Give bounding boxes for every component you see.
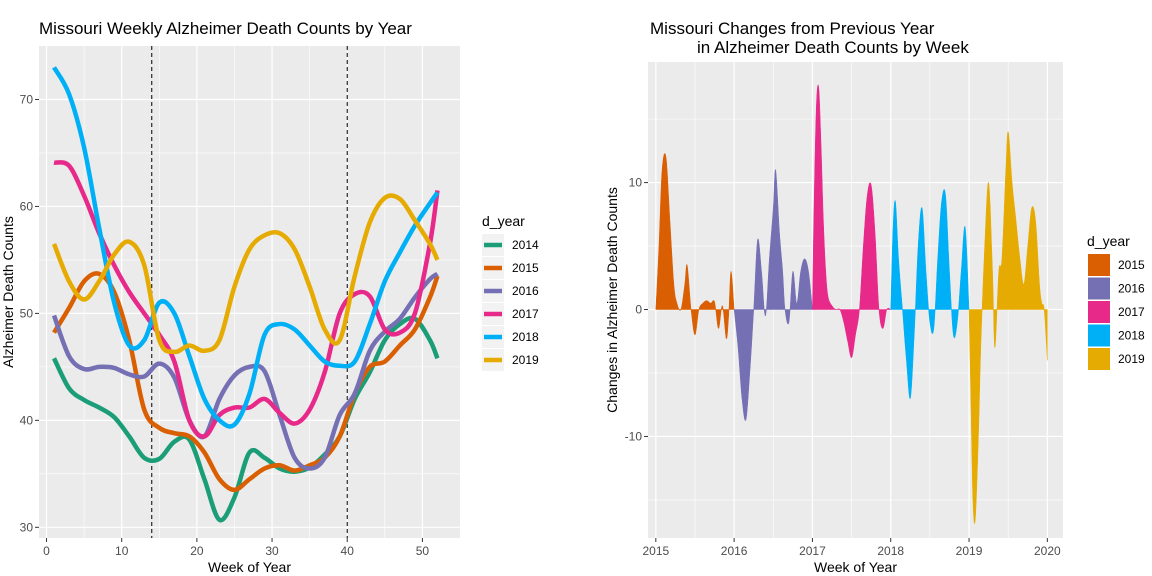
right-legend-items: 2015 2016 2017 2018 2019 xyxy=(1088,254,1145,370)
series-line-2014 xyxy=(52,315,440,523)
series-area-2019 xyxy=(968,131,1048,524)
right-legend: d_year 2015 2016 2017 2018 2019 xyxy=(1084,228,1150,374)
left-legend-label-2014: 2014 xyxy=(512,238,539,252)
right-x-tick-label: 2015 xyxy=(642,544,669,558)
left-legend-label-2018: 2018 xyxy=(512,330,539,344)
left-legend: d_year 2014 2015 2016 2017 2018 2019 xyxy=(480,204,546,376)
left-x-tick-label: 0 xyxy=(43,544,50,558)
right-legend-label-2015: 2015 xyxy=(1118,258,1145,272)
left-chart: Missouri Weekly Alzheimer Death Counts b… xyxy=(0,19,546,575)
right-chart-subtitle: in Alzheimer Death Counts by Week xyxy=(697,38,969,57)
right-legend-label-2018: 2018 xyxy=(1118,329,1145,343)
left-legend-title: d_year xyxy=(482,213,525,229)
right-series-group xyxy=(655,84,1048,524)
right-chart-title: Missouri Changes from Previous Year xyxy=(650,19,935,38)
right-grid xyxy=(648,62,1063,538)
left-y-axis-title: Alzheimer Death Counts xyxy=(0,216,16,368)
series-area-2017 xyxy=(812,84,891,359)
right-legend-label-2016: 2016 xyxy=(1118,282,1145,296)
right-legend-label-2017: 2017 xyxy=(1118,305,1145,319)
right-x-tick-label: 2020 xyxy=(1034,544,1061,558)
right-x-axis-title: Week of Year xyxy=(814,559,897,575)
right-plot-panel xyxy=(648,62,1063,538)
right-legend-key-2019 xyxy=(1088,348,1110,370)
left-y-tick-label: 40 xyxy=(20,413,34,427)
left-legend-items: 2014 2015 2016 2017 2018 2019 xyxy=(482,234,539,371)
right-y-axis-ticks: -10 0 10 xyxy=(625,176,648,443)
left-x-axis-ticks: 0 10 20 30 40 50 xyxy=(43,538,429,558)
left-x-tick-label: 30 xyxy=(265,544,279,558)
right-legend-key-2017 xyxy=(1088,301,1110,323)
left-y-tick-label: 60 xyxy=(20,199,34,213)
right-legend-title: d_year xyxy=(1087,233,1130,249)
left-y-tick-label: 30 xyxy=(20,520,34,534)
series-area-2018 xyxy=(890,189,970,399)
left-x-tick-label: 20 xyxy=(190,544,204,558)
right-legend-key-2016 xyxy=(1088,277,1110,300)
right-y-tick-label: 0 xyxy=(635,303,642,317)
series-line-2018 xyxy=(52,66,440,429)
left-y-tick-label: 70 xyxy=(20,92,34,106)
left-legend-label-2017: 2017 xyxy=(512,307,539,321)
right-y-axis-title: Changes in Alzheimer Death Counts xyxy=(604,187,620,413)
left-chart-title: Missouri Weekly Alzheimer Death Counts b… xyxy=(39,19,412,38)
series-line-2019 xyxy=(51,193,440,355)
right-legend-key-2015 xyxy=(1088,254,1110,276)
right-x-tick-label: 2019 xyxy=(956,544,983,558)
series-line-2016 xyxy=(51,271,439,471)
series-line-2017 xyxy=(53,160,440,439)
right-x-tick-label: 2017 xyxy=(799,544,826,558)
right-chart: Missouri Changes from Previous Year in A… xyxy=(604,19,1150,575)
left-series-group xyxy=(51,66,440,523)
left-legend-label-2019: 2019 xyxy=(512,353,539,367)
series-area-2015 xyxy=(655,153,735,339)
left-y-axis-ticks: 30 40 50 60 70 xyxy=(20,92,39,534)
left-x-tick-label: 40 xyxy=(341,544,355,558)
right-y-tick-label: -10 xyxy=(625,429,643,443)
series-line-2015 xyxy=(52,271,440,493)
series-area-2016 xyxy=(733,169,813,421)
left-legend-label-2016: 2016 xyxy=(512,284,539,298)
right-x-tick-label: 2018 xyxy=(877,544,904,558)
left-x-tick-label: 50 xyxy=(416,544,430,558)
left-legend-label-2015: 2015 xyxy=(512,261,539,275)
left-x-tick-label: 10 xyxy=(115,544,129,558)
left-y-tick-label: 50 xyxy=(20,306,34,320)
left-x-axis-title: Week of Year xyxy=(208,559,291,575)
right-y-tick-label: 10 xyxy=(629,176,643,190)
right-legend-label-2019: 2019 xyxy=(1118,352,1145,366)
left-plot-panel xyxy=(39,46,460,538)
right-legend-key-2018 xyxy=(1088,324,1110,347)
right-x-axis-ticks: 2015 2016 2017 2018 2019 2020 xyxy=(642,538,1061,558)
right-x-tick-label: 2016 xyxy=(721,544,748,558)
